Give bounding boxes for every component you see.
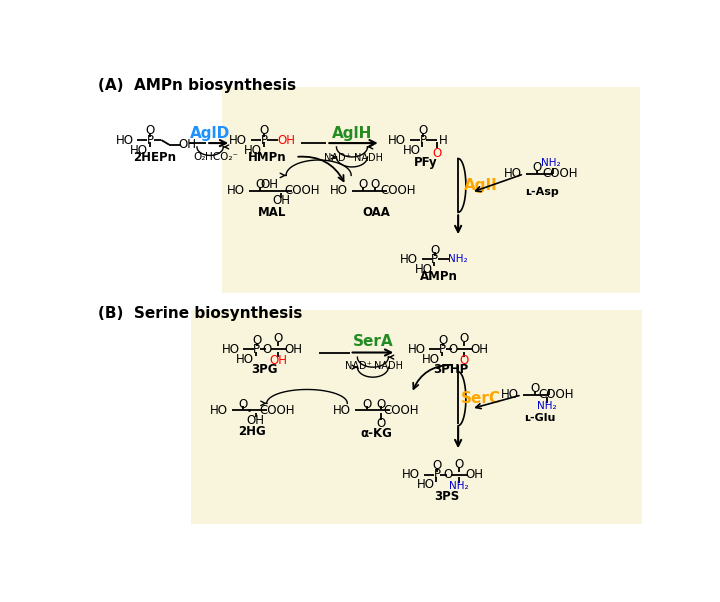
Text: O: O xyxy=(530,382,539,395)
Text: OH: OH xyxy=(247,414,265,427)
Text: NH₂: NH₂ xyxy=(537,401,557,411)
Text: NH₂: NH₂ xyxy=(449,255,468,264)
Text: HO: HO xyxy=(222,343,240,356)
Text: MAL: MAL xyxy=(258,206,287,219)
Text: P: P xyxy=(431,253,438,266)
Text: O: O xyxy=(371,178,380,191)
FancyBboxPatch shape xyxy=(222,87,640,293)
Text: (A)  AMPn biosynthesis: (A) AMPn biosynthesis xyxy=(98,78,296,93)
Text: P: P xyxy=(253,343,260,356)
Text: O: O xyxy=(239,397,248,411)
Text: OH: OH xyxy=(277,134,295,146)
Text: HO: HO xyxy=(504,167,522,181)
Text: O: O xyxy=(255,178,264,191)
Text: HO: HO xyxy=(501,388,519,402)
Text: 2HG: 2HG xyxy=(238,426,266,438)
Text: O: O xyxy=(376,397,385,411)
Text: α-KG: α-KG xyxy=(361,427,392,440)
Text: HMPn: HMPn xyxy=(248,151,286,164)
Text: O: O xyxy=(260,124,269,137)
Text: O₂: O₂ xyxy=(193,152,205,162)
Text: ʟ-Asp: ʟ-Asp xyxy=(525,187,559,197)
Text: AgII: AgII xyxy=(464,178,498,193)
Text: 3PHP: 3PHP xyxy=(433,363,468,376)
Text: HO: HO xyxy=(227,184,245,197)
Text: HO: HO xyxy=(417,479,435,491)
Text: NH₂: NH₂ xyxy=(449,481,469,491)
Text: P: P xyxy=(420,134,427,146)
Text: O: O xyxy=(252,334,261,347)
Text: PFy: PFy xyxy=(414,156,437,169)
Text: HO: HO xyxy=(415,263,433,276)
Text: OH: OH xyxy=(179,138,197,151)
Text: OH: OH xyxy=(465,468,483,482)
Text: HO: HO xyxy=(210,404,228,417)
Text: OH: OH xyxy=(272,194,290,207)
Text: HO: HO xyxy=(244,143,262,157)
Text: HO: HO xyxy=(130,143,148,157)
Text: 2HEPn: 2HEPn xyxy=(132,151,176,164)
Text: NADH: NADH xyxy=(374,361,403,371)
Text: O: O xyxy=(146,124,155,137)
Text: AMPn: AMPn xyxy=(420,270,458,283)
Text: H: H xyxy=(439,134,448,146)
Text: O: O xyxy=(433,147,442,160)
Text: OH: OH xyxy=(285,343,303,356)
Text: O: O xyxy=(418,124,428,137)
Text: O: O xyxy=(431,244,439,256)
Text: O: O xyxy=(263,343,272,356)
Text: ʟ-Glu: ʟ-Glu xyxy=(524,413,555,423)
Text: O: O xyxy=(459,354,469,367)
Text: HO: HO xyxy=(400,253,418,266)
Text: O: O xyxy=(459,332,469,345)
Text: COOH: COOH xyxy=(543,167,578,181)
Text: O: O xyxy=(358,178,367,191)
Text: O: O xyxy=(444,468,453,482)
Text: SerC: SerC xyxy=(461,391,500,406)
Text: P: P xyxy=(439,343,446,356)
Text: HO: HO xyxy=(402,468,420,482)
Text: HO: HO xyxy=(423,353,441,366)
Text: NAD⁺: NAD⁺ xyxy=(324,153,351,163)
Text: O: O xyxy=(376,417,385,430)
Text: P: P xyxy=(261,134,268,146)
Text: COOH: COOH xyxy=(284,184,320,197)
Text: OH: OH xyxy=(471,343,489,356)
Text: P: P xyxy=(433,468,441,482)
Text: OH: OH xyxy=(269,354,287,367)
Text: HCO₂⁻: HCO₂⁻ xyxy=(205,152,238,162)
Text: 3PG: 3PG xyxy=(251,363,278,376)
Text: COOH: COOH xyxy=(260,404,295,417)
Text: O: O xyxy=(433,459,442,472)
Text: OH: OH xyxy=(261,178,279,191)
Text: HO: HO xyxy=(236,353,254,366)
Text: 3PS: 3PS xyxy=(434,490,459,503)
Text: COOH: COOH xyxy=(383,404,418,417)
Text: HO: HO xyxy=(230,134,248,146)
Text: (B)  Serine biosynthesis: (B) Serine biosynthesis xyxy=(98,306,302,321)
Text: O: O xyxy=(454,458,464,471)
Text: HO: HO xyxy=(403,143,421,157)
Text: O: O xyxy=(274,332,283,345)
Text: O: O xyxy=(362,397,372,411)
Text: OAA: OAA xyxy=(363,206,391,219)
Text: O: O xyxy=(438,334,447,347)
Text: HO: HO xyxy=(408,343,426,356)
Text: SerA: SerA xyxy=(353,334,393,349)
Text: AglD: AglD xyxy=(190,126,230,141)
Text: NH₂: NH₂ xyxy=(541,158,561,168)
Text: NADH: NADH xyxy=(354,153,383,163)
Text: NAD⁺: NAD⁺ xyxy=(346,361,372,371)
Text: O: O xyxy=(533,161,541,174)
Text: O: O xyxy=(449,343,458,356)
Text: HO: HO xyxy=(115,134,133,146)
Text: COOH: COOH xyxy=(380,184,415,197)
Text: AglH: AglH xyxy=(332,126,372,141)
Text: P: P xyxy=(147,134,154,146)
Text: HO: HO xyxy=(388,134,406,146)
Text: HO: HO xyxy=(330,184,348,197)
FancyBboxPatch shape xyxy=(191,310,642,524)
Text: HO: HO xyxy=(333,404,351,417)
Text: COOH: COOH xyxy=(539,388,575,402)
